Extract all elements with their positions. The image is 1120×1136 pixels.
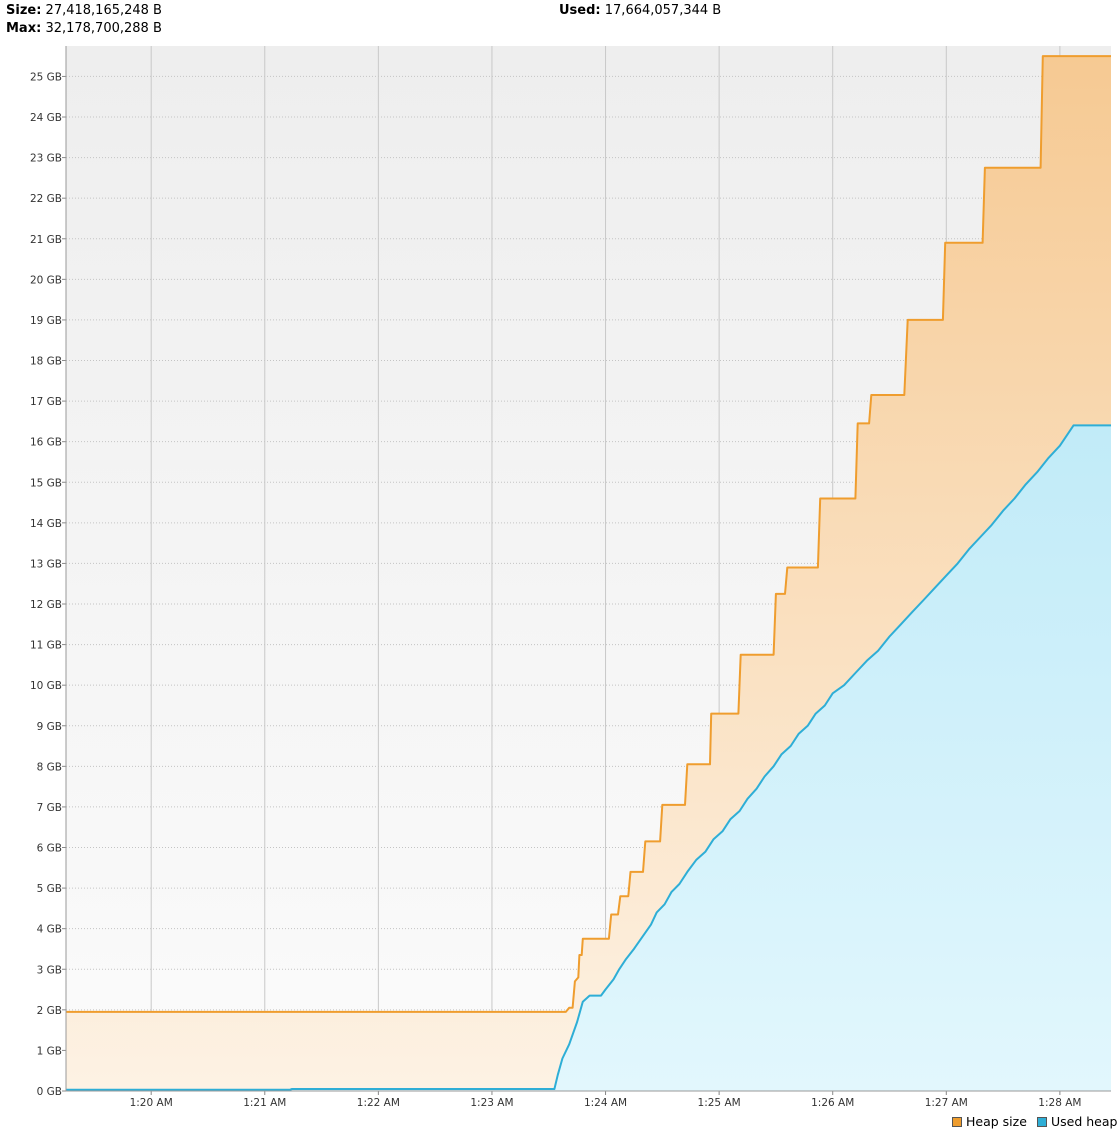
y-tick-label: 7 GB [37, 802, 62, 814]
x-tick-label: 1:24 AM [584, 1097, 627, 1109]
y-tick-label: 24 GB [30, 112, 62, 124]
x-tick-label: 1:27 AM [925, 1097, 968, 1109]
y-tick-label: 1 GB [37, 1045, 62, 1057]
legend-used-heap-swatch [1037, 1116, 1047, 1127]
heap-used-stat: Used: 17,664,057,344 B [559, 1, 721, 21]
y-tick-label: 0 GB [37, 1086, 62, 1098]
x-tick-label: 1:22 AM [357, 1097, 400, 1109]
legend-used-heap: Used heap [1037, 1114, 1117, 1129]
heap-max-value: 32,178,700,288 B [45, 21, 162, 36]
legend-used-heap-label: Used heap [1051, 1114, 1118, 1129]
y-tick-label: 4 GB [37, 924, 62, 936]
y-tick-label: 5 GB [37, 883, 62, 895]
y-tick-label: 20 GB [30, 274, 62, 286]
y-tick-label: 17 GB [30, 396, 62, 408]
y-tick-label: 9 GB [37, 721, 62, 733]
x-tick-label: 1:26 AM [811, 1097, 854, 1109]
used-heap-area [66, 425, 1111, 1091]
heap-size-line [66, 55, 1111, 1013]
x-tick-label: 1:28 AM [1038, 1097, 1081, 1109]
y-tick-label: 11 GB [30, 640, 62, 652]
heap-max-stat: Max: 32,178,700,288 B [6, 19, 162, 39]
x-tick-label: 1:25 AM [698, 1097, 741, 1109]
legend-heap-size: Heap size [952, 1114, 1027, 1129]
y-tick-label: 23 GB [30, 153, 62, 165]
x-tick-label: 1:21 AM [243, 1097, 286, 1109]
y-tick-label: 10 GB [30, 680, 62, 692]
used-heap-line [66, 424, 1111, 1091]
heap-size-stat: Size: 27,418,165,248 B [6, 1, 162, 21]
y-tick-label: 12 GB [30, 599, 62, 611]
heap-max-label: Max: [6, 21, 42, 36]
legend-heap-size-label: Heap size [966, 1114, 1027, 1129]
y-tick-label: 15 GB [30, 477, 62, 489]
x-tick-label: 1:23 AM [470, 1097, 513, 1109]
y-tick-label: 19 GB [30, 315, 62, 327]
heap-used-label: Used: [559, 3, 601, 18]
y-tick-label: 13 GB [30, 558, 62, 570]
y-tick-label: 21 GB [30, 234, 62, 246]
y-tick-label: 3 GB [37, 964, 62, 976]
x-tick-label: 1:20 AM [130, 1097, 173, 1109]
y-tick-label: 18 GB [30, 356, 62, 368]
heap-size-value: 27,418,165,248 B [45, 3, 162, 18]
y-tick-label: 22 GB [30, 193, 62, 205]
y-tick-label: 2 GB [37, 1005, 62, 1017]
y-tick-label: 8 GB [37, 761, 62, 773]
heap-used-value: 17,664,057,344 B [604, 3, 722, 18]
legend-heap-size-swatch [952, 1116, 962, 1127]
y-tick-label: 25 GB [30, 71, 62, 83]
y-tick-label: 6 GB [37, 843, 62, 855]
y-tick-label: 14 GB [30, 518, 62, 530]
y-tick-label: 16 GB [30, 437, 62, 449]
heap-size-label: Size: [6, 3, 42, 18]
